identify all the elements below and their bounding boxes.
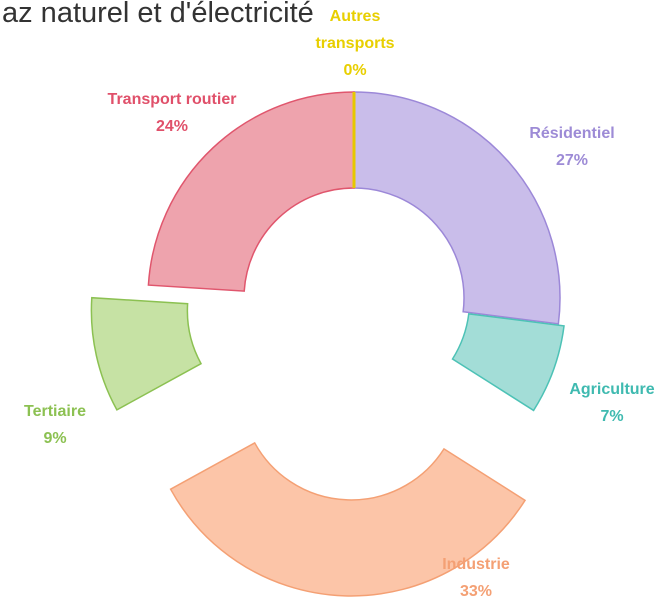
value-label: 9% [43,430,67,447]
chart-title: az naturel et d'électricité [2,0,314,29]
donut-segment [451,312,565,412]
value-label: 24% [155,118,189,135]
value-label: 33% [459,583,493,600]
segment-label: Autres transports [315,8,395,52]
segment-label: Agriculture [569,381,655,398]
segment-label: Industrie [442,556,510,573]
segment-label: Transport routier [107,91,237,108]
value-label: 27% [555,152,589,169]
donut-segment [90,296,203,411]
donut-segment [353,91,561,325]
segment-label: Tertiaire [24,403,86,420]
segment-label: Résidentiel [529,125,615,142]
value-label: 0% [343,62,367,79]
donut-segment [147,91,355,292]
value-label: 7% [600,408,624,425]
donut-segment [169,441,527,597]
